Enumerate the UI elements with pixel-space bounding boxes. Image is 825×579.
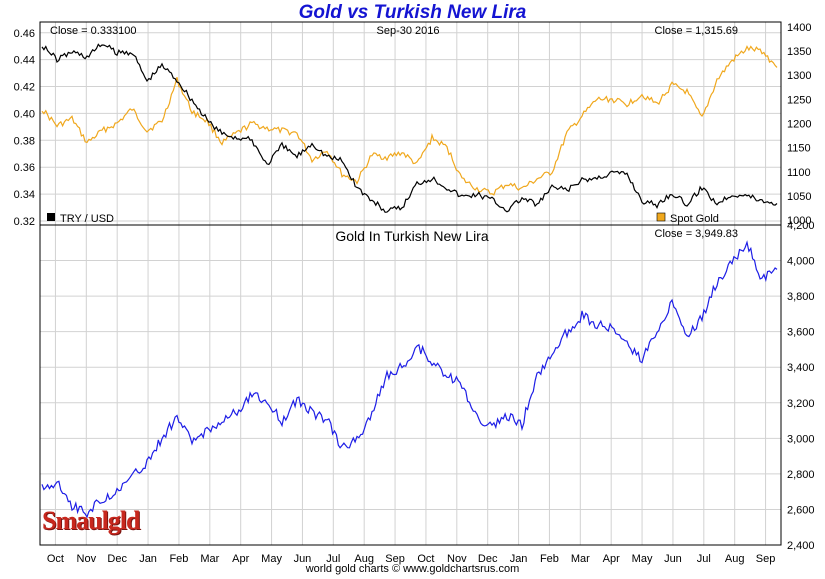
- right-y-tick-label: 1400: [787, 22, 811, 34]
- x-tick-label: Jan: [139, 553, 157, 565]
- date-label: Sep-30 2016: [377, 25, 440, 37]
- lower-panel-series: [41, 240, 778, 519]
- footer-credit: world gold charts © www.goldchartsrus.co…: [305, 563, 520, 575]
- right-y-tick-label: 1100: [787, 167, 811, 179]
- x-tick-label: Nov: [447, 553, 467, 565]
- right-y-tick-label: 1050: [787, 191, 811, 203]
- lower-y-tick-label: 3,000: [787, 433, 815, 445]
- x-tick-label: Apr: [232, 553, 249, 565]
- x-tick-label: Sep: [385, 553, 405, 565]
- gold-close-label: Close = 1,315.69: [655, 25, 738, 37]
- lower-y-tick-label: 3,200: [787, 398, 815, 410]
- left-y-tick-label: 0.32: [14, 216, 35, 228]
- gold-in-lira-line: [41, 240, 778, 519]
- x-tick-label: Dec: [478, 553, 498, 565]
- smaulgld-logo: Smaulgld: [42, 506, 140, 535]
- try-legend-swatch: [47, 213, 55, 221]
- left-y-tick-label: 0.42: [14, 82, 35, 94]
- gold-legend-label: Spot Gold: [670, 213, 719, 225]
- lower-panel-frame: [39, 224, 782, 546]
- chart-title: Gold vs Turkish New Lira: [298, 2, 527, 23]
- lower-y-tick-label: 3,600: [787, 327, 815, 339]
- lower-y-tick-label: 2,600: [787, 504, 815, 516]
- x-tick-label: Jan: [510, 553, 528, 565]
- lower-panel-grid: [40, 224, 781, 546]
- left-y-tick-label: 0.34: [14, 189, 35, 201]
- x-tick-label: Mar: [200, 553, 219, 565]
- right-y-tick-label: 1250: [787, 94, 811, 106]
- x-tick-label: Jun: [664, 553, 682, 565]
- left-y-tick-label: 0.40: [14, 108, 35, 120]
- lower-y-tick-label: 2,400: [787, 540, 815, 552]
- lower-y-tick-label: 4,200: [787, 220, 815, 232]
- lira-close-label: Close = 3,949.83: [655, 228, 738, 240]
- x-tick-label: Dec: [107, 553, 127, 565]
- x-tick-label: Feb: [169, 553, 188, 565]
- left-y-tick-label: 0.46: [14, 28, 35, 40]
- lower-panel-title: Gold In Turkish New Lira: [335, 228, 488, 244]
- x-tick-label: Feb: [540, 553, 559, 565]
- x-tick-label: Nov: [77, 553, 97, 565]
- right-y-tick-label: 1300: [787, 70, 811, 82]
- spot-gold-line: [41, 45, 778, 196]
- x-tick-label: Jul: [697, 553, 711, 565]
- x-tick-label: May: [261, 553, 282, 565]
- right-y-tick-label: 1000: [787, 215, 811, 227]
- x-tick-label: Apr: [603, 553, 620, 565]
- lower-y-tick-label: 2,800: [787, 469, 815, 481]
- x-tick-label: Aug: [725, 553, 745, 565]
- left-y-tick-label: 0.44: [14, 55, 35, 67]
- axis-labels: Oct Nov Dec Jan Feb Mar Apr May Jun Jul Aug Sep Oct N…: [14, 22, 815, 565]
- upper-panel-series: [41, 43, 778, 213]
- lower-y-tick-label: 4,000: [787, 256, 815, 268]
- x-tick-label: Mar: [571, 553, 590, 565]
- right-y-tick-label: 1350: [787, 46, 811, 58]
- x-tick-label: Oct: [417, 553, 434, 565]
- right-y-tick-label: 1150: [787, 143, 811, 155]
- try-close-label: Close = 0.333100: [50, 25, 137, 37]
- x-tick-label: Jul: [326, 553, 340, 565]
- x-tick-label: Oct: [47, 553, 64, 565]
- gold-legend-swatch: [656, 212, 666, 222]
- left-y-tick-label: 0.36: [14, 162, 35, 174]
- right-y-tick-label: 1200: [787, 119, 811, 131]
- lower-y-tick-label: 3,800: [787, 291, 815, 303]
- try-usd-line: [41, 43, 778, 213]
- left-y-tick-label: 0.38: [14, 135, 35, 147]
- lower-y-tick-label: 3,400: [787, 362, 815, 374]
- x-tick-label: Aug: [354, 553, 374, 565]
- x-tick-label: Jun: [294, 553, 312, 565]
- try-legend-label: TRY / USD: [60, 213, 114, 225]
- x-tick-label: Sep: [756, 553, 776, 565]
- x-tick-label: May: [632, 553, 653, 565]
